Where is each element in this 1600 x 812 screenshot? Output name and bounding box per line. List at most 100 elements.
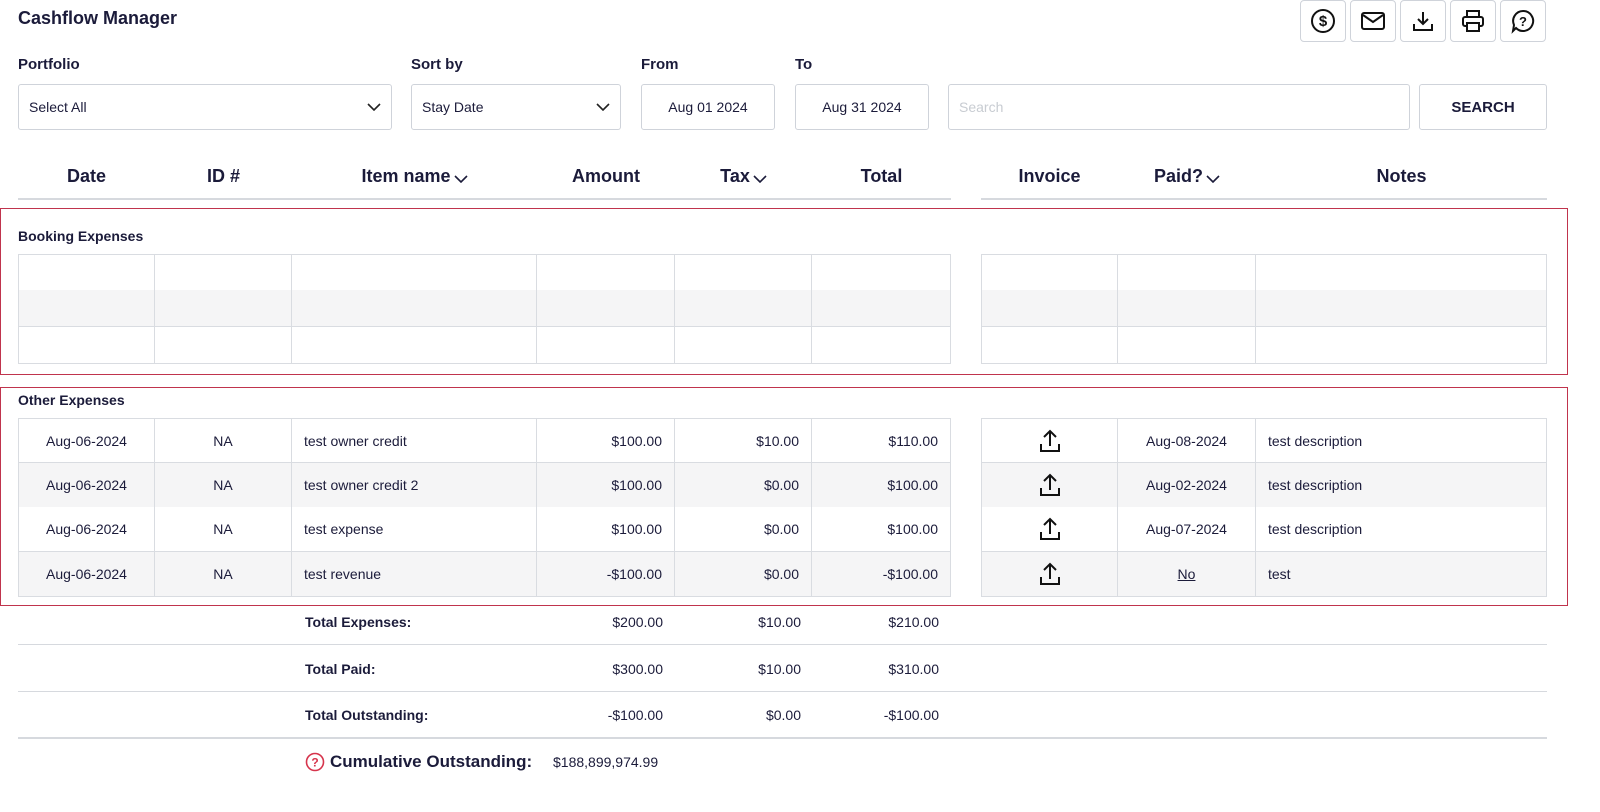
table-cell — [1256, 254, 1547, 291]
table-cell: test owner credit 2 — [292, 462, 537, 508]
total-rule — [18, 737, 1547, 739]
sort-by-label: Sort by — [411, 56, 463, 73]
download-button[interactable] — [1400, 0, 1446, 42]
table-cell: $100.00 — [812, 507, 951, 553]
table-cell: $0.00 — [675, 551, 812, 597]
column-header-label: Total — [860, 165, 903, 186]
total-amount: $300.00 — [612, 660, 663, 677]
section-title: Other Expenses — [18, 392, 125, 408]
table-cell: Aug-06-2024 — [18, 462, 155, 508]
svg-text:?: ? — [1519, 14, 1527, 29]
email-button[interactable] — [1350, 0, 1396, 42]
search-input[interactable]: Search — [948, 84, 1410, 130]
table-cell — [18, 290, 155, 328]
portfolio-select[interactable]: Select All — [18, 84, 392, 130]
table-cell: test expense — [292, 507, 537, 553]
total-tax: $10.00 — [758, 660, 801, 677]
table-cell — [981, 290, 1118, 328]
table-cell — [537, 326, 675, 364]
table-cell: No — [1118, 551, 1256, 597]
upload-invoice-button[interactable] — [981, 418, 1118, 463]
table-cell: NA — [155, 418, 292, 463]
table-cell: test owner credit — [292, 418, 537, 463]
sort-by-select[interactable]: Stay Date — [411, 84, 621, 130]
table-cell: $100.00 — [537, 507, 675, 553]
from-label: From — [641, 56, 679, 73]
table-cell — [537, 254, 675, 291]
column-header-label: Tax — [720, 165, 750, 186]
help-chat-button[interactable]: ? — [1500, 0, 1546, 42]
table-cell — [981, 326, 1118, 364]
print-button[interactable] — [1450, 0, 1496, 42]
svg-text:$: $ — [1319, 13, 1328, 30]
column-header-label: Paid? — [1153, 165, 1203, 186]
upload-invoice-button[interactable] — [981, 551, 1118, 597]
table-cell — [155, 254, 292, 291]
table-cell: $0.00 — [675, 462, 812, 508]
cumulative-help-icon[interactable]: ? — [305, 752, 325, 772]
table-cell — [18, 326, 155, 364]
total-total: -$100.00 — [883, 707, 939, 723]
column-header: Total — [812, 160, 951, 192]
paid-link[interactable]: No — [1177, 565, 1196, 582]
svg-text:?: ? — [311, 756, 318, 770]
upload-invoice-button[interactable] — [981, 507, 1118, 553]
table-cell: $110.00 — [812, 418, 951, 463]
table-cell — [155, 290, 292, 328]
column-header-label: Item name — [361, 165, 451, 186]
column-header-label: ID # — [206, 165, 240, 186]
column-header[interactable]: Paid? — [1118, 160, 1256, 192]
table-cell: Aug-02-2024 — [1118, 462, 1256, 508]
to-date-input[interactable]: Aug 31 2024 — [795, 84, 929, 130]
total-tax: $10.00 — [758, 614, 801, 630]
table-cell — [812, 290, 951, 328]
section-title: Booking Expenses — [18, 228, 144, 244]
upload-invoice-button[interactable] — [981, 462, 1118, 508]
table-cell — [812, 254, 951, 291]
total-rule — [18, 690, 1547, 692]
table-cell: $100.00 — [537, 418, 675, 463]
table-cell: test — [1256, 551, 1547, 597]
total-amount: $200.00 — [612, 614, 663, 630]
table-cell: NA — [155, 462, 292, 508]
total-label: Total Outstanding: — [305, 707, 429, 723]
column-header[interactable]: Tax — [675, 160, 812, 192]
section-frame — [0, 387, 1568, 606]
column-header: Date — [18, 160, 155, 192]
table-cell — [1256, 326, 1547, 364]
table-cell — [155, 326, 292, 364]
table-cell — [1118, 326, 1256, 364]
to-label: To — [795, 56, 813, 73]
table-cell: Aug-06-2024 — [18, 418, 155, 463]
header-rule — [18, 198, 951, 200]
table-cell: test description — [1256, 462, 1547, 508]
header-rule — [981, 198, 1547, 200]
total-rule — [18, 644, 1547, 645]
sort-by-value: Stay Date — [422, 99, 484, 115]
table-cell — [675, 290, 812, 328]
column-header-label: Amount — [572, 165, 640, 186]
portfolio-label: Portfolio — [18, 56, 80, 73]
table-cell — [292, 326, 537, 364]
section-frame — [0, 208, 1568, 375]
search-button[interactable]: SEARCH — [1419, 84, 1547, 130]
to-date-value: Aug 31 2024 — [822, 99, 902, 115]
column-header[interactable]: Item name — [292, 160, 537, 192]
column-header: ID # — [155, 160, 292, 192]
table-cell — [1118, 290, 1256, 328]
total-total: $210.00 — [888, 614, 939, 630]
from-date-input[interactable]: Aug 01 2024 — [641, 84, 775, 130]
table-cell: NA — [155, 551, 292, 597]
table-cell: -$100.00 — [537, 551, 675, 597]
total-amount: -$100.00 — [607, 707, 663, 723]
table-cell: Aug-06-2024 — [18, 551, 155, 597]
table-cell: $100.00 — [537, 462, 675, 508]
currency-button[interactable]: $ — [1300, 0, 1346, 42]
table-cell — [1118, 254, 1256, 291]
column-header-label: Notes — [1376, 165, 1427, 186]
table-cell — [292, 254, 537, 291]
table-cell — [675, 326, 812, 364]
column-header: Amount — [537, 160, 675, 192]
total-tax: $0.00 — [765, 707, 801, 723]
